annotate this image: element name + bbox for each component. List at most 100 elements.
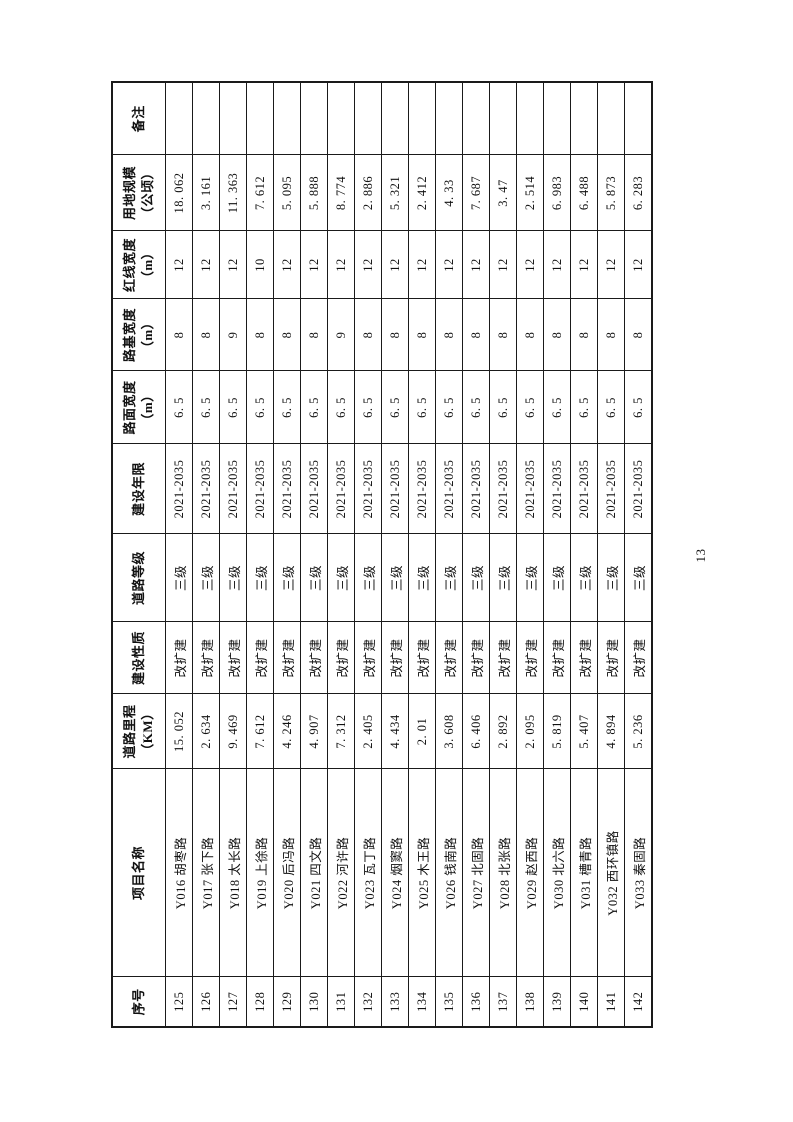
- cell: 6. 5: [192, 371, 220, 444]
- cell: 9: [219, 299, 247, 371]
- cell: [219, 82, 247, 155]
- table-row: 133 Y024 烟窦路 4. 434 改扩建 三级 2021-2035 6. 5 8 12 5.…: [381, 82, 409, 1027]
- cell: 三级: [300, 534, 328, 622]
- cell: 6. 5: [543, 371, 571, 444]
- cell: 改扩建: [354, 622, 382, 694]
- cell: 12: [435, 231, 463, 299]
- cell: [408, 82, 436, 155]
- cell: 12: [165, 231, 193, 299]
- cell: 2021-2035: [273, 444, 301, 534]
- table-row: 136 Y027 北固路 6. 406 改扩建 三级 2021-2035 6. 5 8 12 7.…: [462, 82, 490, 1027]
- cell: 6. 5: [462, 371, 490, 444]
- cell: 改扩建: [219, 622, 247, 694]
- cell: 128: [246, 977, 274, 1027]
- table-row: 125 Y016 胡枣路 15. 052 改扩建 三级 2021-2035 6. 5 8 12 1…: [165, 82, 193, 1027]
- cell: 改扩建: [327, 622, 355, 694]
- cell: 三级: [435, 534, 463, 622]
- cell: Y021 四文路: [300, 769, 328, 977]
- table-row: 134 Y025 木王路 2. 01 改扩建 三级 2021-2035 6. 5 8 12 2. …: [408, 82, 436, 1027]
- cell: 2021-2035: [489, 444, 517, 534]
- table-row: 132 Y023 瓦丁路 2. 405 改扩建 三级 2021-2035 6. 5 8 12 2.…: [354, 82, 382, 1027]
- cell: 5. 236: [624, 694, 652, 769]
- cell: 改扩建: [381, 622, 409, 694]
- road-projects-table: 序号 项目名称 道路里程 （KM） 建设性质 道路等级 建设年限 路面宽度 （m…: [111, 81, 653, 1028]
- cell: Y030 北六路: [543, 769, 571, 977]
- cell: 2021-2035: [624, 444, 652, 534]
- column-header-roadbed-width: 路基宽度 （m）: [112, 299, 166, 371]
- cell: 2021-2035: [165, 444, 193, 534]
- cell: 4. 907: [300, 694, 328, 769]
- cell: 6. 5: [273, 371, 301, 444]
- table-row: 131 Y022 河许路 7. 312 改扩建 三级 2021-2035 6. 5 9 12 8.…: [327, 82, 355, 1027]
- cell: 12: [516, 231, 544, 299]
- cell: 6. 5: [489, 371, 517, 444]
- cell: 8: [462, 299, 490, 371]
- cell: 6. 5: [381, 371, 409, 444]
- cell: 6. 5: [246, 371, 274, 444]
- cell: 2021-2035: [516, 444, 544, 534]
- cell: 8. 774: [327, 155, 355, 231]
- cell: Y026 钱南路: [435, 769, 463, 977]
- table-row: 129 Y020 后冯路 4. 246 改扩建 三级 2021-2035 6. 5 8 12 5.…: [273, 82, 301, 1027]
- cell: 三级: [327, 534, 355, 622]
- cell: 5. 407: [570, 694, 598, 769]
- cell: 12: [543, 231, 571, 299]
- cell: 改扩建: [624, 622, 652, 694]
- cell: Y022 河许路: [327, 769, 355, 977]
- cell: 127: [219, 977, 247, 1027]
- cell: 2021-2035: [354, 444, 382, 534]
- cell: 2021-2035: [192, 444, 220, 534]
- cell: 三级: [408, 534, 436, 622]
- cell: [489, 82, 517, 155]
- cell: 8: [489, 299, 517, 371]
- cell: 三级: [543, 534, 571, 622]
- cell: 141: [597, 977, 625, 1027]
- column-header-redline-width: 红线宽度 （m）: [112, 231, 166, 299]
- cell: 3. 608: [435, 694, 463, 769]
- cell: Y020 后冯路: [273, 769, 301, 977]
- table-row: 127 Y018 太长路 9. 469 改扩建 三级 2021-2035 6. 5 9 12 11…: [219, 82, 247, 1027]
- column-header-road-grade: 道路等级: [112, 534, 166, 622]
- cell: 7. 312: [327, 694, 355, 769]
- cell: 三级: [192, 534, 220, 622]
- cell: Y028 北张路: [489, 769, 517, 977]
- table-row: 141 Y032 西环镇路 4. 894 改扩建 三级 2021-2035 6. 5 8 12 5…: [597, 82, 625, 1027]
- cell: 126: [192, 977, 220, 1027]
- cell: [624, 82, 652, 155]
- column-header-mileage: 道路里程 （KM）: [112, 694, 166, 769]
- cell: 6. 5: [624, 371, 652, 444]
- cell: 6. 983: [543, 155, 571, 231]
- cell: 6. 283: [624, 155, 652, 231]
- cell: 改扩建: [273, 622, 301, 694]
- cell: 2021-2035: [327, 444, 355, 534]
- cell: 改扩建: [489, 622, 517, 694]
- cell: 6. 5: [300, 371, 328, 444]
- cell: 2021-2035: [408, 444, 436, 534]
- cell: 2021-2035: [570, 444, 598, 534]
- cell: 15. 052: [165, 694, 193, 769]
- cell: 改扩建: [300, 622, 328, 694]
- cell: 5. 321: [381, 155, 409, 231]
- cell: 12: [192, 231, 220, 299]
- cell: 8: [381, 299, 409, 371]
- table-row: 137 Y028 北张路 2. 892 改扩建 三级 2021-2035 6. 5 8 12 3.…: [489, 82, 517, 1027]
- cell: 2021-2035: [246, 444, 274, 534]
- cell: [570, 82, 598, 155]
- cell: 三级: [597, 534, 625, 622]
- cell: 三级: [246, 534, 274, 622]
- cell: 12: [624, 231, 652, 299]
- cell: 130: [300, 977, 328, 1027]
- cell: 2. 405: [354, 694, 382, 769]
- cell: 三级: [381, 534, 409, 622]
- cell: 12: [354, 231, 382, 299]
- cell: 2021-2035: [462, 444, 490, 534]
- cell: 12: [273, 231, 301, 299]
- cell: Y031 槽青路: [570, 769, 598, 977]
- cell: 三级: [462, 534, 490, 622]
- cell: 7. 612: [246, 155, 274, 231]
- table-row: 126 Y017 张下路 2. 634 改扩建 三级 2021-2035 6. 5 8 12 3.…: [192, 82, 220, 1027]
- cell: Y027 北固路: [462, 769, 490, 977]
- cell: 2. 892: [489, 694, 517, 769]
- cell: [435, 82, 463, 155]
